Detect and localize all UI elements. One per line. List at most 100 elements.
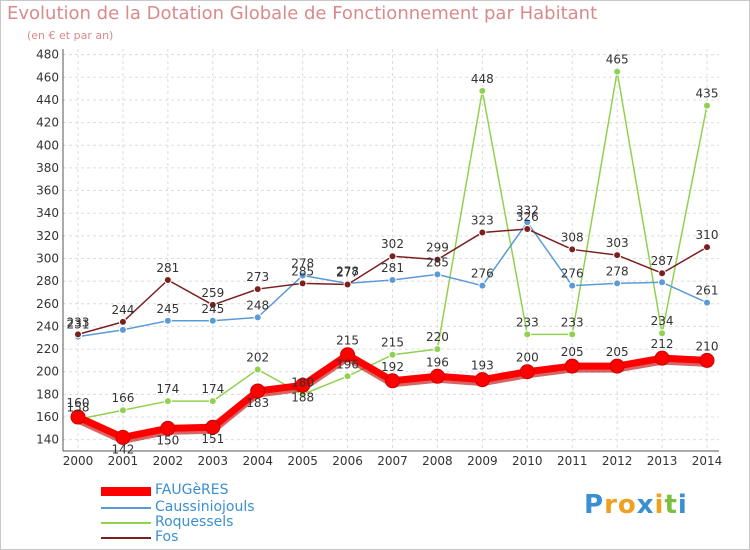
data-label: 196: [336, 357, 359, 371]
x-tick-label: 2008: [422, 454, 453, 468]
data-point-3: [388, 252, 397, 261]
data-point-2: [613, 67, 622, 76]
data-label: 166: [111, 391, 134, 405]
y-tick-label: 480: [36, 48, 59, 62]
data-label: 245: [201, 302, 224, 316]
data-label: 188: [291, 390, 314, 404]
data-point-2: [343, 372, 352, 381]
data-label: 160: [67, 396, 90, 410]
y-tick-label: 460: [36, 70, 59, 84]
logo-letter: o: [617, 490, 637, 520]
logo-letter: i: [654, 490, 665, 520]
data-point-2: [208, 397, 217, 406]
data-point-2: [523, 330, 532, 339]
data-point-0: [115, 429, 131, 445]
data-point-3: [478, 228, 487, 237]
data-label: 174: [201, 382, 224, 396]
data-point-3: [703, 243, 711, 252]
data-label: 276: [561, 267, 584, 281]
data-label: 248: [246, 298, 269, 312]
data-label: 231: [67, 318, 90, 332]
data-point-1: [478, 281, 487, 290]
data-point-0: [250, 383, 266, 399]
data-point-3: [658, 269, 667, 278]
data-point-2: [658, 329, 667, 338]
x-tick-label: 2014: [692, 454, 723, 468]
legend-swatch-1: [101, 507, 151, 509]
data-point-3: [523, 225, 532, 234]
data-label: 308: [561, 230, 584, 244]
data-label: 448: [471, 72, 494, 86]
y-tick-label: 280: [36, 274, 59, 288]
y-tick-label: 140: [36, 433, 59, 447]
x-tick-label: 2001: [108, 454, 139, 468]
data-point-1: [118, 325, 127, 334]
y-tick-label: 200: [36, 365, 59, 379]
legend-label-3: Fos: [155, 529, 179, 545]
y-tick-label: 240: [36, 319, 59, 333]
y-tick-label: 220: [36, 342, 59, 356]
y-tick-label: 300: [36, 251, 59, 265]
data-point-2: [388, 350, 397, 359]
x-tick-label: 2005: [287, 454, 318, 468]
data-label: 212: [651, 337, 674, 351]
data-label: 332: [516, 203, 539, 217]
legend-swatch-0: [101, 486, 151, 496]
legend-label-1: Caussiniojouls: [155, 499, 255, 515]
data-label: 277: [336, 266, 359, 280]
data-point-0: [429, 368, 445, 384]
x-tick-label: 2002: [153, 454, 184, 468]
data-point-3: [343, 280, 352, 289]
data-label: 299: [426, 241, 449, 255]
data-label: 200: [516, 351, 539, 365]
data-point-2: [568, 330, 577, 339]
data-point-1: [253, 313, 262, 322]
logo-letter: P: [584, 490, 605, 520]
data-label: 210: [696, 339, 719, 353]
data-label: 233: [67, 315, 90, 329]
data-point-3: [298, 279, 307, 288]
y-tick-label: 320: [36, 229, 59, 243]
data-point-0: [340, 347, 356, 363]
data-point-2: [703, 101, 711, 110]
chart-title: Evolution de la Dotation Globale de Fonc…: [7, 3, 598, 24]
x-tick-label: 2010: [512, 454, 543, 468]
data-label: 259: [201, 286, 224, 300]
data-label: 220: [426, 330, 449, 344]
data-point-0: [654, 350, 670, 366]
data-point-1: [163, 316, 172, 325]
data-point-2: [433, 345, 442, 354]
data-point-3: [568, 245, 577, 254]
data-label: 202: [246, 350, 269, 364]
data-label: 310: [696, 228, 719, 242]
data-label: 215: [336, 334, 359, 348]
data-label: 215: [381, 336, 404, 350]
data-label: 276: [471, 267, 494, 281]
data-point-1: [703, 298, 711, 307]
data-point-0: [519, 364, 535, 380]
data-point-0: [474, 372, 490, 388]
data-label: 273: [246, 270, 269, 284]
data-point-1: [658, 278, 667, 287]
data-point-2: [253, 365, 262, 374]
data-label: 205: [561, 345, 584, 359]
y-tick-label: 420: [36, 116, 59, 130]
data-point-3: [118, 317, 127, 326]
data-point-3: [208, 300, 217, 309]
data-label: 303: [606, 236, 629, 250]
y-tick-label: 260: [36, 297, 59, 311]
data-point-1: [388, 276, 397, 285]
data-label: 142: [111, 442, 134, 456]
proxiti-logo: Proxiti: [584, 490, 688, 520]
data-point-0: [205, 419, 221, 435]
data-label: 233: [561, 315, 584, 329]
y-tick-label: 400: [36, 138, 59, 152]
data-label: 435: [696, 87, 719, 101]
x-tick-label: 2013: [647, 454, 678, 468]
logo-letter: x: [636, 490, 655, 520]
data-point-3: [163, 276, 172, 285]
logo-letter: r: [604, 490, 618, 520]
data-point-1: [208, 316, 217, 325]
data-label: 278: [336, 264, 359, 278]
data-label: 281: [156, 261, 179, 275]
